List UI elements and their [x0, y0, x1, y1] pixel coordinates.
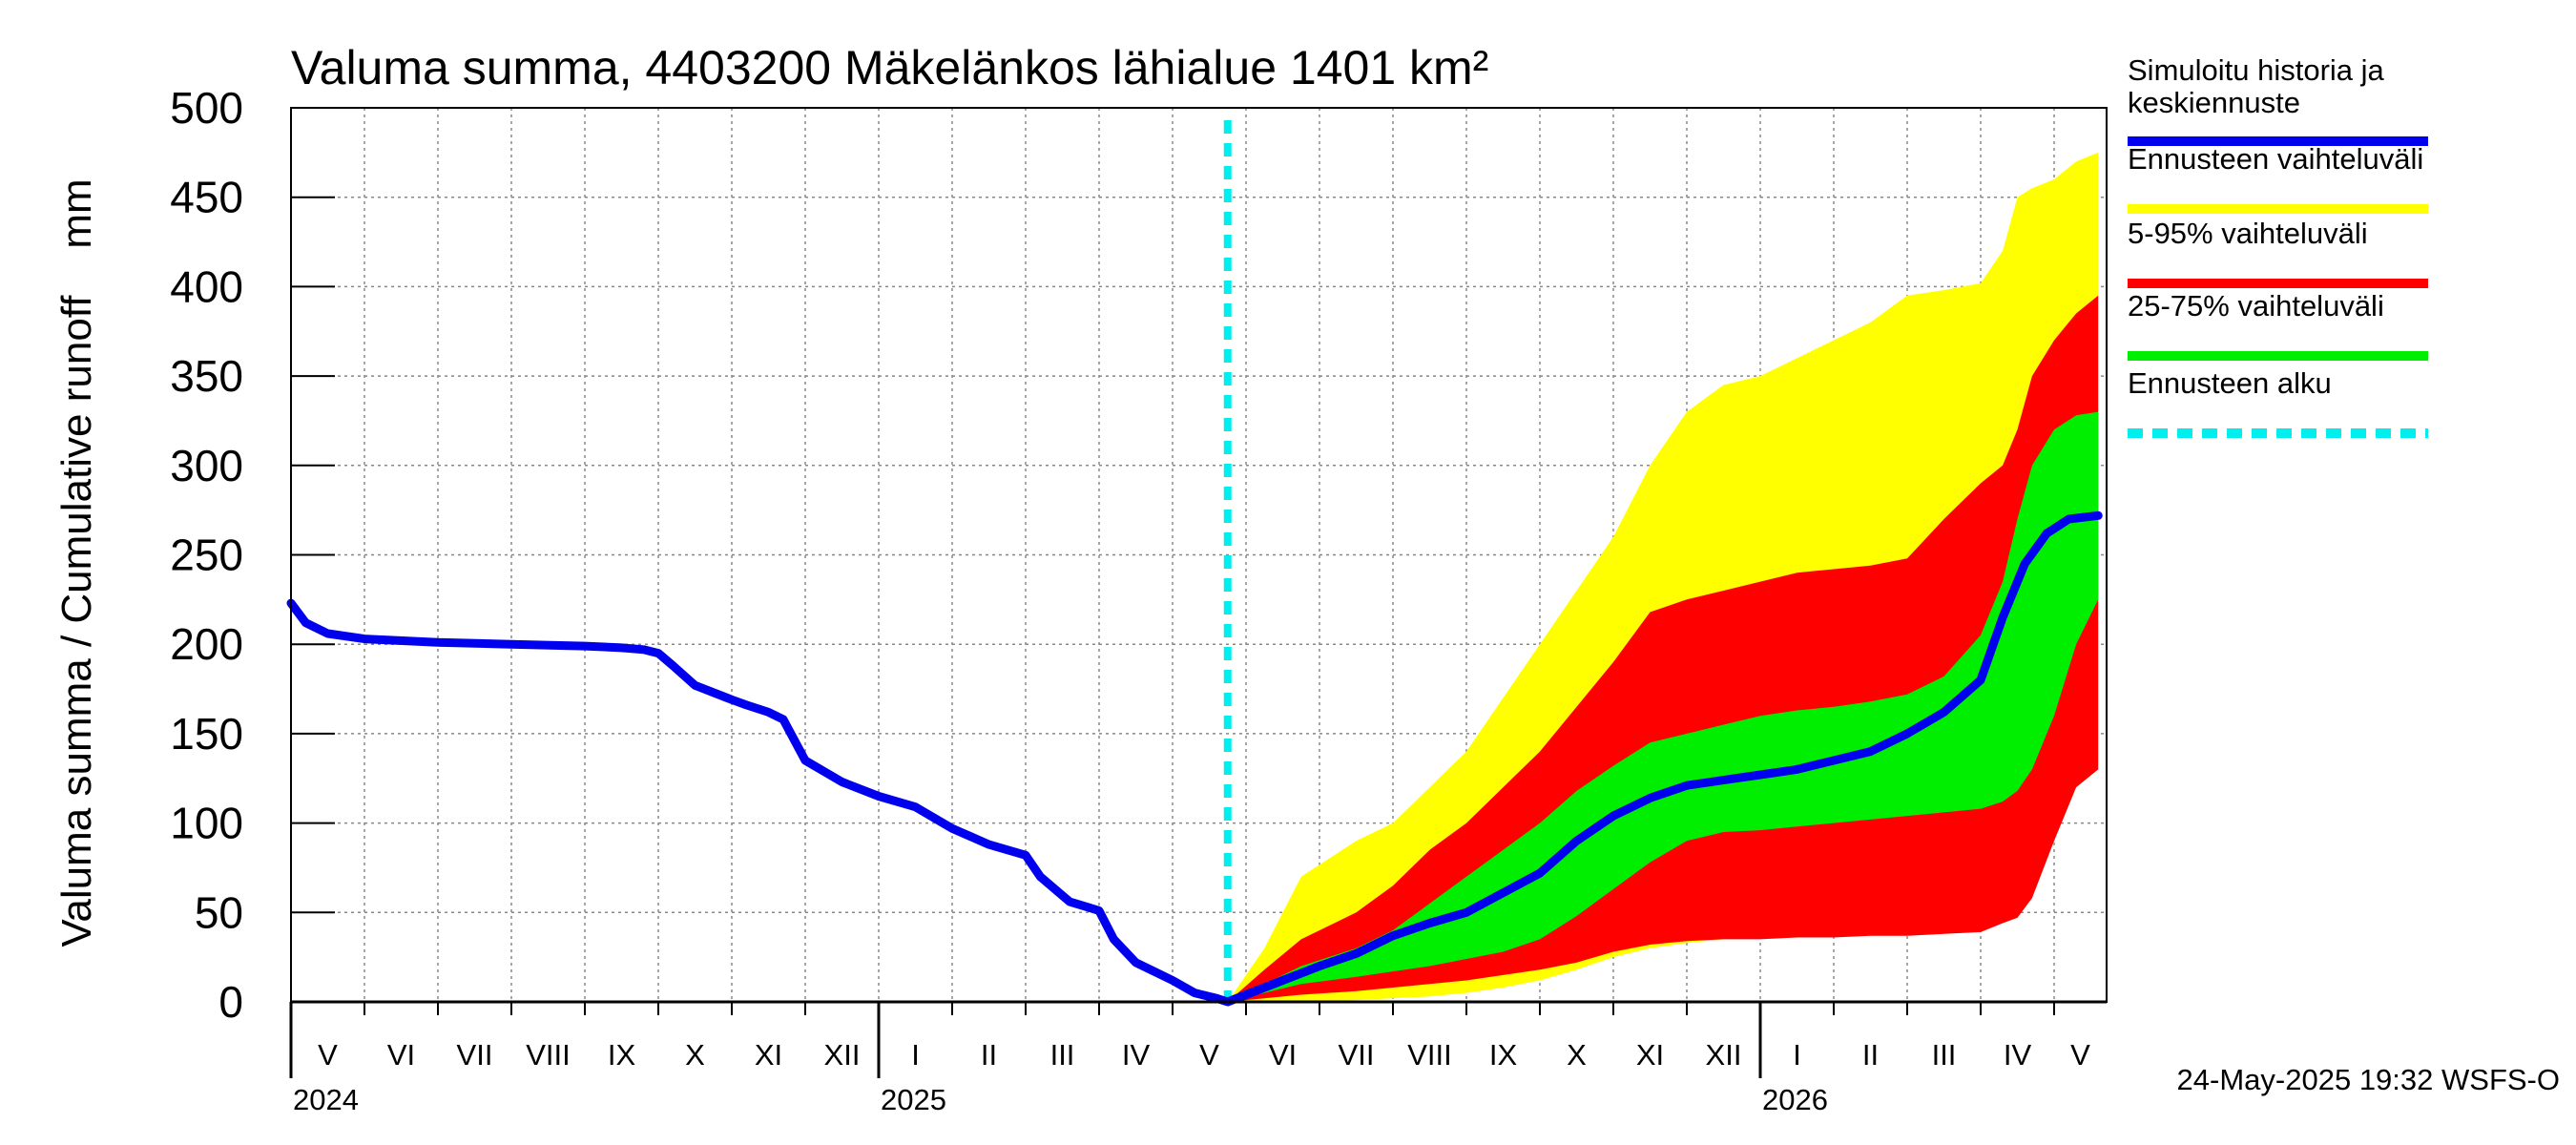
x-month-label: I	[1793, 1038, 1801, 1072]
x-month-label: VI	[1269, 1038, 1297, 1072]
y-tick-label: 50	[195, 887, 243, 937]
legend-label: Ennusteen vaihteluväli	[2128, 142, 2423, 176]
axes	[289, 107, 2108, 1078]
legend-label: keskiennuste	[2128, 86, 2300, 119]
y-tick-label: 200	[170, 619, 243, 669]
x-month-label: XI	[1636, 1038, 1664, 1072]
x-month-label: II	[1862, 1038, 1879, 1072]
series-lines	[286, 120, 2103, 1007]
x-month-label: X	[685, 1038, 705, 1072]
timestamp-label: 24-May-2025 19:32 WSFS-O	[2177, 1063, 2560, 1096]
history-and-mean-line	[286, 510, 2103, 1007]
x-year-label: 2026	[1762, 1083, 1828, 1116]
x-month-label: III	[1050, 1038, 1075, 1072]
x-month-label: III	[1932, 1038, 1957, 1072]
x-year-label: 2024	[293, 1083, 359, 1116]
y-tick-label: 150	[170, 709, 243, 759]
y-tick-label: 350	[170, 351, 243, 401]
y-tick-label: 0	[218, 977, 243, 1027]
y-tick-label: 100	[170, 799, 243, 848]
legend-label: Ennusteen alku	[2128, 366, 2332, 400]
y-tick-label: 450	[170, 173, 243, 222]
legend-label: Simuloitu historia ja	[2128, 53, 2385, 87]
legend-label: 5-95% vaihteluväli	[2128, 217, 2368, 250]
x-month-label: VII	[1339, 1038, 1375, 1072]
x-month-label: X	[1567, 1038, 1587, 1072]
x-month-label: XI	[755, 1038, 782, 1072]
x-month-label: I	[911, 1038, 920, 1072]
y-tick-label: 500	[170, 83, 243, 133]
x-month-label: V	[1199, 1038, 1219, 1072]
x-month-label: V	[318, 1038, 338, 1072]
x-month-label: V	[2070, 1038, 2090, 1072]
forecast-bands	[1227, 152, 2099, 1003]
x-month-label: IX	[1489, 1038, 1518, 1072]
x-month-label: IX	[608, 1038, 636, 1072]
y-axis-label: Valuma summa / Cumulative runoff mm	[53, 178, 100, 947]
y-tick-label: 250	[170, 531, 243, 580]
x-month-label: XII	[1706, 1038, 1742, 1072]
x-month-label: IV	[2004, 1038, 2032, 1072]
x-year-label: 2025	[881, 1083, 946, 1116]
x-month-label: VII	[457, 1038, 493, 1072]
x-month-label: IV	[1122, 1038, 1151, 1072]
band-5-95-vaihteluv-li	[1227, 295, 2099, 1002]
band-25-75-vaihteluv-li	[1227, 411, 2099, 1003]
x-month-label: VIII	[1407, 1038, 1452, 1072]
y-tick-label: 400	[170, 261, 243, 311]
y-tick-label: 300	[170, 441, 243, 490]
chart-title: Valuma summa, 4403200 Mäkelänkos lähialu…	[291, 41, 1488, 94]
x-month-label: VI	[387, 1038, 415, 1072]
x-month-label: XII	[824, 1038, 861, 1072]
x-month-label: VIII	[526, 1038, 571, 1072]
legend-label: 25-75% vaihteluväli	[2128, 289, 2384, 323]
x-month-label: II	[981, 1038, 997, 1072]
